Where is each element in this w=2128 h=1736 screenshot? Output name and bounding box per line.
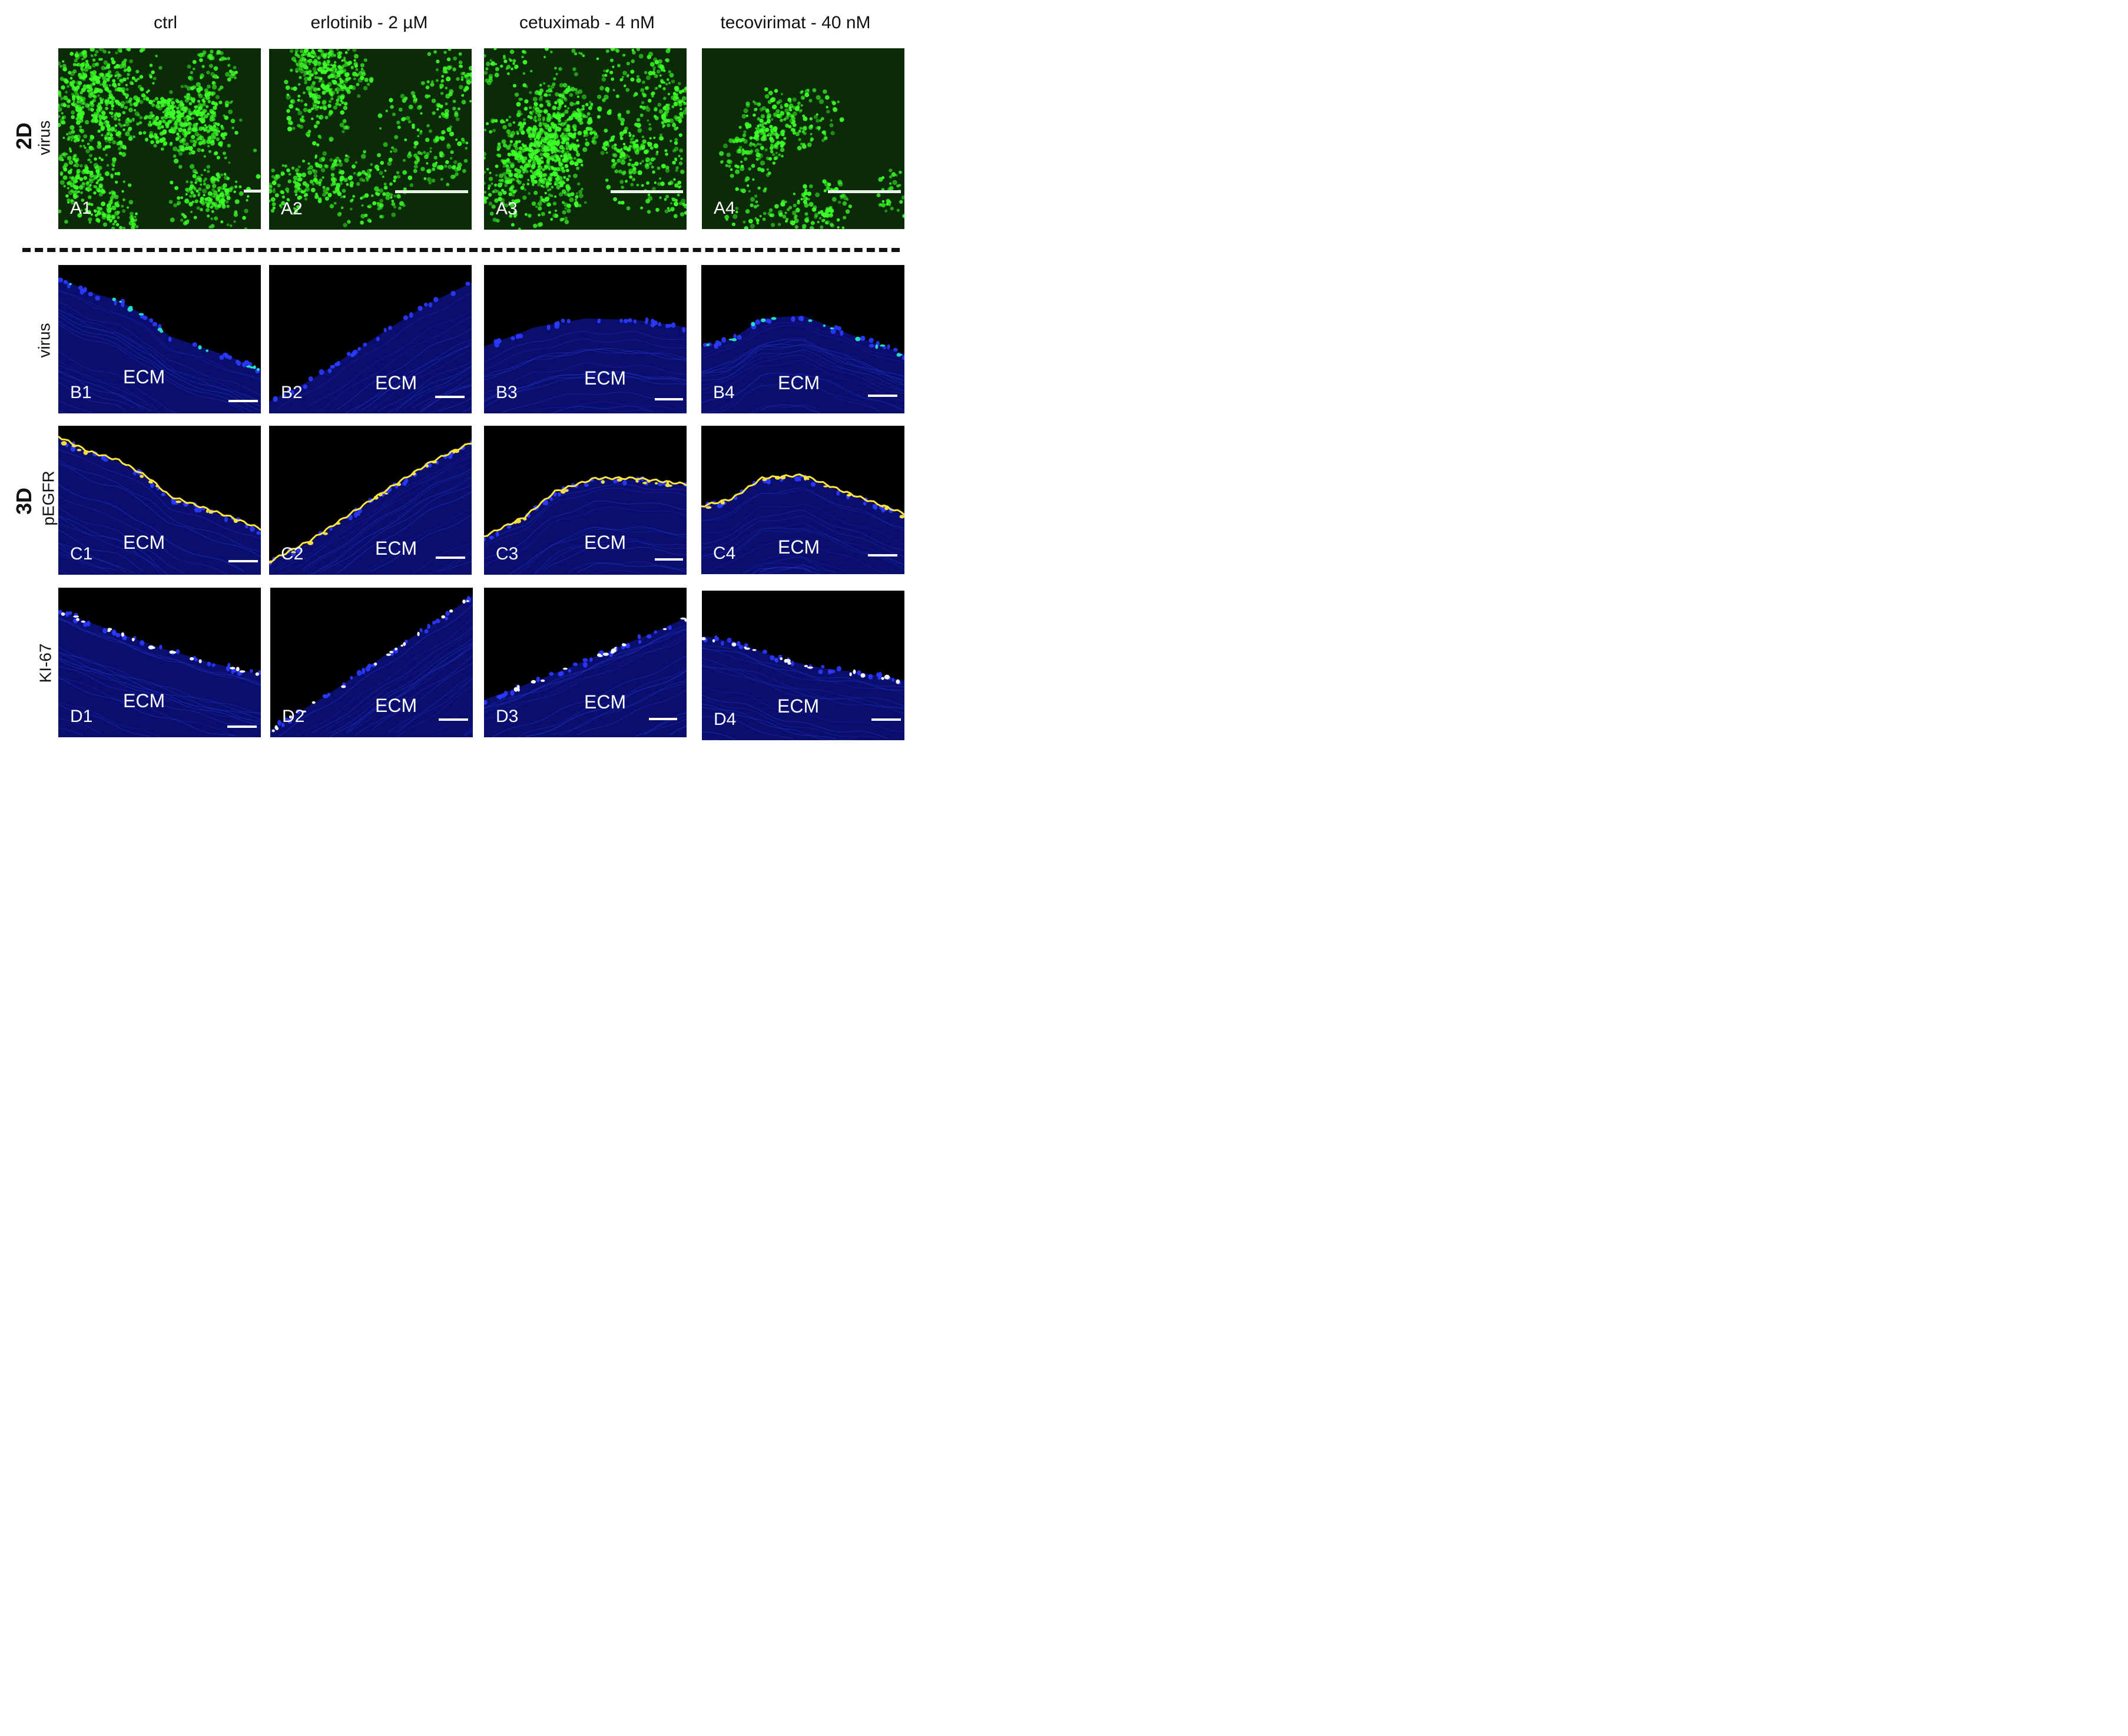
ecm-label: ECM: [123, 532, 165, 553]
panel-label-d3: D3: [496, 707, 519, 726]
scale-bar: [436, 556, 465, 559]
scale-bar: [868, 395, 897, 397]
ecm-label: ECM: [584, 532, 627, 553]
ecm-label: ECM: [584, 367, 627, 389]
micrograph-a3: [484, 48, 687, 230]
scale-bar: [395, 190, 468, 193]
panel-label-a3: A3: [496, 199, 518, 218]
scale-bar: [611, 190, 683, 193]
micrograph-c3: [484, 476, 687, 575]
ecm-label: ECM: [778, 536, 820, 558]
column-title-erlotinib: erlotinib - 2 µM: [310, 13, 428, 32]
panel-label-c2: C2: [281, 544, 304, 564]
figure: ctrl erlotinib - 2 µM cetuximab - 4 nM t…: [0, 0, 915, 747]
panel-label-a4: A4: [714, 198, 735, 218]
micrograph-a1: [58, 48, 261, 229]
row-label-c-pegfr: pEGFR: [39, 471, 58, 526]
panel-c4: ECM C4: [701, 426, 904, 574]
panel-d3: ECM D3: [484, 588, 687, 737]
panel-label-c3: C3: [496, 544, 519, 564]
panel-label-a1: A1: [70, 198, 92, 218]
panel-a4: A4: [702, 48, 904, 229]
panel-d1: ECM D1: [58, 588, 261, 737]
panel-label-b4: B4: [713, 383, 735, 402]
column-title-ctrl: ctrl: [154, 13, 177, 32]
panel-c1: ECM C1: [58, 426, 261, 575]
panel-a2: A2: [269, 49, 472, 230]
panel-label-a2: A2: [281, 199, 303, 218]
panel-b4: ECM B4: [701, 265, 904, 413]
scale-bar: [828, 190, 901, 193]
micrograph-c4: [701, 473, 904, 574]
scale-bar: [868, 554, 897, 556]
column-title-tecovirimat: tecovirimat - 40 nM: [720, 13, 871, 32]
micrograph-a2: [269, 49, 472, 230]
panel-label-b1: B1: [70, 383, 92, 402]
scale-bar: [228, 560, 258, 562]
panel-label-d4: D4: [714, 710, 737, 729]
micrograph-a4: [702, 48, 904, 229]
scale-bar: [649, 718, 677, 720]
micrograph-c1: [58, 436, 261, 575]
panel-label-c4: C4: [713, 544, 736, 563]
2d-3d-divider: [22, 248, 900, 252]
row-label-b-virus: virus: [35, 323, 54, 358]
panel-d2: ECM D2: [270, 588, 473, 737]
panel-label-d1: D1: [70, 707, 93, 726]
panel-c2: ECM C2: [269, 426, 472, 575]
panel-b2: ECM B2: [269, 265, 472, 413]
panel-a3: A3: [484, 48, 687, 230]
ecm-label: ECM: [123, 366, 165, 387]
panel-a1: A1: [58, 48, 261, 229]
micrograph-b4: [701, 315, 904, 413]
micrograph-c2: [269, 440, 472, 575]
panel-label-c1: C1: [70, 544, 93, 564]
micrograph-b1: [58, 277, 261, 413]
micrograph-d3: [484, 617, 687, 737]
micrograph-d4: [702, 635, 904, 740]
scale-bar: [244, 190, 261, 193]
scale-bar: [655, 398, 683, 400]
scale-bar: [655, 558, 683, 561]
row-label-d-ki67: KI-67: [36, 643, 55, 683]
panel-d4: ECM D4: [702, 591, 904, 740]
panel-label-b3: B3: [496, 383, 518, 402]
panel-b1: ECM B1: [58, 265, 261, 413]
micrograph-d2: [270, 595, 473, 737]
micrograph-b2: [269, 281, 472, 413]
scale-bar: [871, 718, 901, 721]
ecm-label: ECM: [584, 691, 627, 713]
panel-c3: ECM C3: [484, 426, 687, 575]
scale-bar: [227, 725, 257, 728]
panel-label-b2: B2: [281, 383, 303, 402]
ecm-label: ECM: [123, 690, 165, 711]
column-title-cetuximab: cetuximab - 4 nM: [519, 13, 655, 32]
ecm-label: ECM: [778, 372, 820, 393]
scale-bar: [439, 718, 468, 721]
row-label-2d: 2D: [12, 122, 37, 150]
panel-label-d2: D2: [282, 707, 305, 726]
panel-b3: ECM B3: [484, 265, 687, 413]
ecm-label: ECM: [375, 695, 417, 716]
micrograph-d1: [58, 609, 261, 737]
ecm-label: ECM: [375, 372, 417, 393]
row-label-a-virus: virus: [35, 120, 54, 155]
row-label-3d: 3D: [12, 487, 37, 515]
micrograph-b3: [484, 317, 687, 413]
ecm-label: ECM: [777, 695, 820, 717]
scale-bar: [435, 396, 465, 398]
ecm-label: ECM: [375, 538, 417, 559]
scale-bar: [228, 400, 258, 402]
